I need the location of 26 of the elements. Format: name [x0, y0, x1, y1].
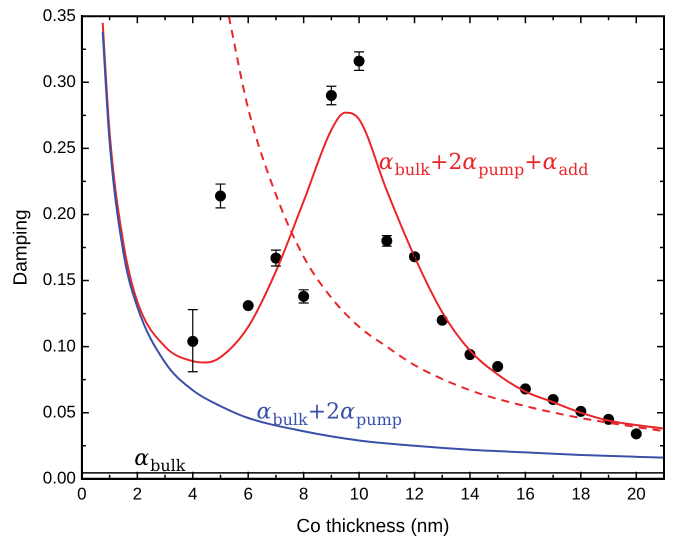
y-tick-label: 0.15	[42, 270, 76, 290]
x-tick-label: 18	[571, 484, 590, 504]
x-tick-label: 16	[516, 484, 535, 504]
x-tick-label: 2	[132, 484, 142, 504]
point	[630, 428, 642, 440]
x-tick-label: 8	[298, 484, 308, 504]
x-axis-title: Co thickness (nm)	[296, 516, 450, 537]
y-tick-label: 0.25	[42, 138, 76, 158]
x-tick-label: 0	[77, 484, 87, 504]
y-tick-label: 0.05	[42, 402, 76, 422]
point	[326, 90, 337, 102]
point	[492, 360, 504, 372]
y-tick-label: 0.30	[42, 72, 76, 91]
x-tick-label: 12	[405, 484, 424, 504]
point	[242, 300, 254, 312]
y-tick-label: 0.20	[42, 204, 76, 224]
y-tick-label: 0.10	[42, 336, 76, 356]
y-tick-label: 0.35	[42, 6, 76, 25]
x-tick-label: 20	[626, 484, 646, 504]
y-axis-title: Damping	[10, 209, 32, 286]
y-tick-label: 0.00	[42, 468, 76, 488]
x-tick-label: 4	[188, 484, 198, 504]
x-tick-label: 14	[460, 484, 480, 504]
x-tick-label: 10	[350, 484, 369, 504]
x-tick-label: 6	[243, 484, 253, 504]
point	[214, 190, 226, 202]
